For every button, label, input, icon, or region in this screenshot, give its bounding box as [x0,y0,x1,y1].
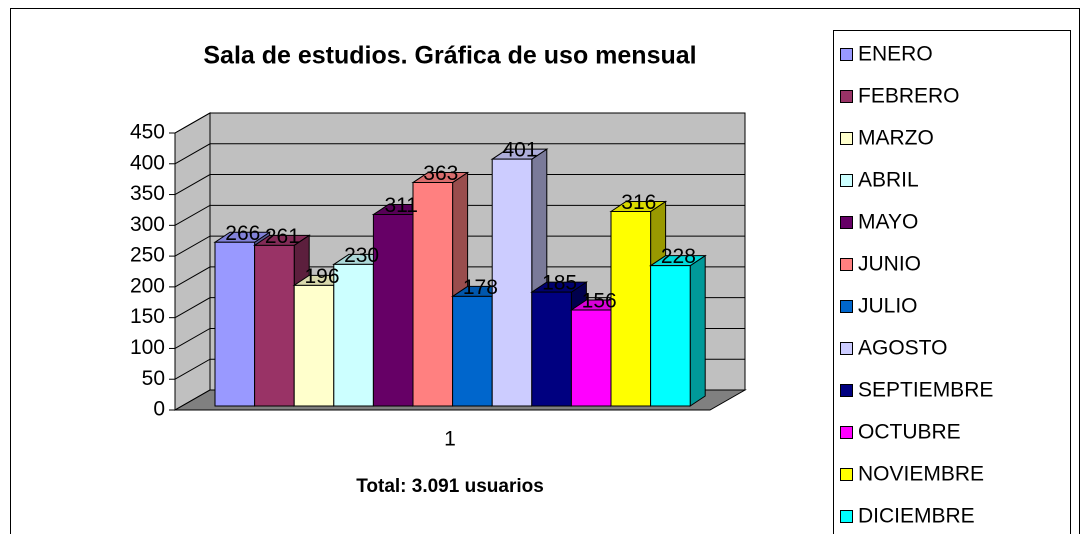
legend-label: FEBRERO [858,85,960,108]
grid-line [174,174,745,195]
grid-line [174,112,745,134]
legend-label: ABRIL [858,169,919,192]
legend-swatch [840,342,853,355]
legend-swatch [840,384,853,397]
data-label: 230 [344,244,379,267]
bar-face [689,254,706,407]
bar-face [214,241,256,407]
bar-face [452,295,493,407]
y-tick-label: 250 [130,244,165,267]
grid-line [174,266,745,288]
bar-face [610,210,652,407]
bar-face [412,182,454,407]
legend-label: MAYO [858,211,918,234]
legend-swatch [840,300,853,313]
data-label: 196 [304,265,339,288]
legend-label: OCTUBRE [858,421,961,444]
chart-title: Sala de estudios. Gráfica de uso mensual [203,42,696,70]
bar-face [254,244,295,407]
legend-swatch [840,468,853,481]
legend-label: SEPTIEMBRE [858,379,993,402]
bar-face [372,214,414,407]
bar-face [650,265,691,407]
bar-face [333,263,374,407]
bar [609,200,668,407]
bar-face [570,309,612,407]
data-label: 156 [582,290,617,313]
data-label: 316 [621,191,656,214]
bar-face [491,158,533,407]
data-label: 401 [502,139,537,162]
bar-face [293,284,335,407]
legend-swatch [840,48,853,61]
legend-swatch [840,174,853,187]
data-label: 178 [463,276,498,299]
y-tick-label: 100 [130,336,165,359]
grid-line [174,204,745,226]
legend-swatch [840,216,853,229]
side-wall [174,112,211,411]
legend-label: JUNIO [858,253,921,276]
legend-label: NOVIEMBRE [858,463,984,486]
x-axis-label: Total: 3.091 usuarios [356,476,544,497]
data-label: 266 [225,222,260,245]
y-tick-label: 200 [130,274,165,297]
y-tick-label: 0 [153,398,165,421]
data-label: 185 [542,272,577,295]
data-label: 363 [423,162,458,185]
x-tick-label: 1 [444,428,456,451]
legend-swatch [840,132,853,145]
y-tick-label: 350 [130,182,165,205]
y-tick-label: 50 [142,367,165,390]
data-label: 228 [661,245,696,268]
grid-line [174,235,745,257]
legend-swatch [840,510,853,523]
legend-label: DICIEMBRE [858,505,975,528]
legend-swatch [840,426,853,439]
legend-label: ENERO [858,43,933,66]
legend-label: AGOSTO [858,337,947,360]
data-label: 311 [384,194,417,217]
y-tick-label: 450 [130,121,165,144]
legend-swatch [840,258,853,271]
data-label: 261 [265,225,300,248]
y-tick-label: 150 [130,305,165,328]
legend-label: MARZO [858,127,934,150]
legend [833,30,1071,534]
y-tick-label: 400 [130,151,165,174]
bar [648,254,707,407]
legend-swatch [840,90,853,103]
bar-face [531,291,572,407]
grid-line [174,143,745,165]
y-tick-label: 300 [130,213,165,236]
legend-label: JULIO [858,295,918,318]
